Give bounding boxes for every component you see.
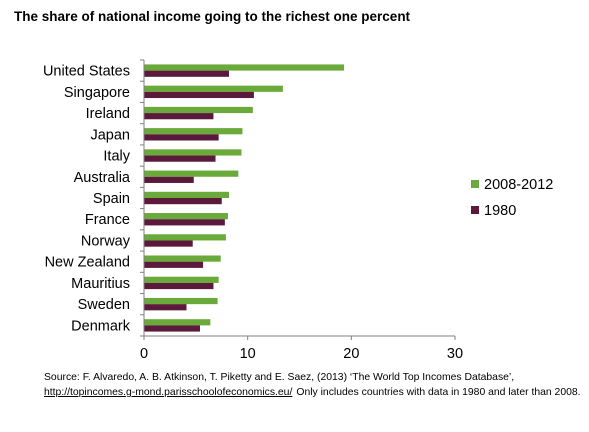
bar-recent	[144, 255, 221, 262]
bar-recent	[144, 106, 253, 114]
category-label: Norway	[81, 233, 131, 249]
category-label: Japan	[90, 127, 130, 143]
bar-base	[144, 70, 230, 77]
category-label: Sweden	[78, 297, 130, 313]
x-tick-label: 20	[343, 346, 359, 362]
legend-swatch	[471, 180, 479, 188]
bar-base	[144, 198, 222, 205]
bar-recent	[144, 64, 345, 71]
bar-base	[144, 304, 187, 311]
bar-recent	[144, 276, 219, 283]
bar-recent	[144, 297, 218, 305]
source-note: Source: F. Alvaredo, A. B. Atkinson, T. …	[44, 370, 581, 400]
category-label: France	[85, 212, 130, 228]
bar-base	[144, 91, 254, 99]
bar-base	[144, 134, 219, 141]
bar-recent	[144, 213, 228, 220]
category-label: Spain	[93, 191, 130, 207]
bar-base	[144, 325, 200, 332]
source-line-2: http://topincomes.g-mond.parisschoolofec…	[44, 385, 581, 400]
category-label: Mauritius	[71, 276, 130, 292]
category-label: United States	[43, 64, 130, 80]
x-tick-label: 30	[447, 346, 463, 362]
bar-base	[144, 176, 194, 183]
x-tick-label: 10	[240, 346, 256, 362]
category-label: Italy	[103, 149, 130, 165]
bar-recent	[144, 170, 239, 177]
category-label: Australia	[74, 170, 131, 186]
bar-recent	[144, 85, 283, 92]
bar-recent	[144, 128, 243, 135]
bar-recent	[144, 234, 226, 241]
bar-recent	[144, 319, 211, 326]
bar-base	[144, 113, 214, 120]
bar-recent	[144, 149, 242, 156]
legend-swatch	[471, 206, 479, 214]
source-link[interactable]: http://topincomes.g-mond.parisschoolofec…	[44, 387, 293, 398]
bar-recent	[144, 191, 230, 198]
bar-base	[144, 219, 225, 226]
bar-base	[144, 282, 214, 290]
source-footnote: Only includes countries with data in 198…	[296, 387, 581, 398]
chart-title: The share of national income going to th…	[14, 9, 411, 24]
bar-base	[144, 155, 216, 162]
category-label: Singapore	[64, 85, 130, 101]
category-label: New Zealand	[45, 255, 130, 271]
legend-label: 2008-2012	[484, 177, 553, 193]
x-tick-label: 0	[140, 346, 148, 362]
legend-label: 1980	[484, 203, 516, 219]
source-citation: Source: F. Alvaredo, A. B. Atkinson, T. …	[44, 372, 515, 383]
category-label: Denmark	[71, 318, 131, 334]
bar-base	[144, 261, 204, 268]
category-label: Ireland	[86, 106, 130, 122]
bar-base	[144, 240, 193, 247]
